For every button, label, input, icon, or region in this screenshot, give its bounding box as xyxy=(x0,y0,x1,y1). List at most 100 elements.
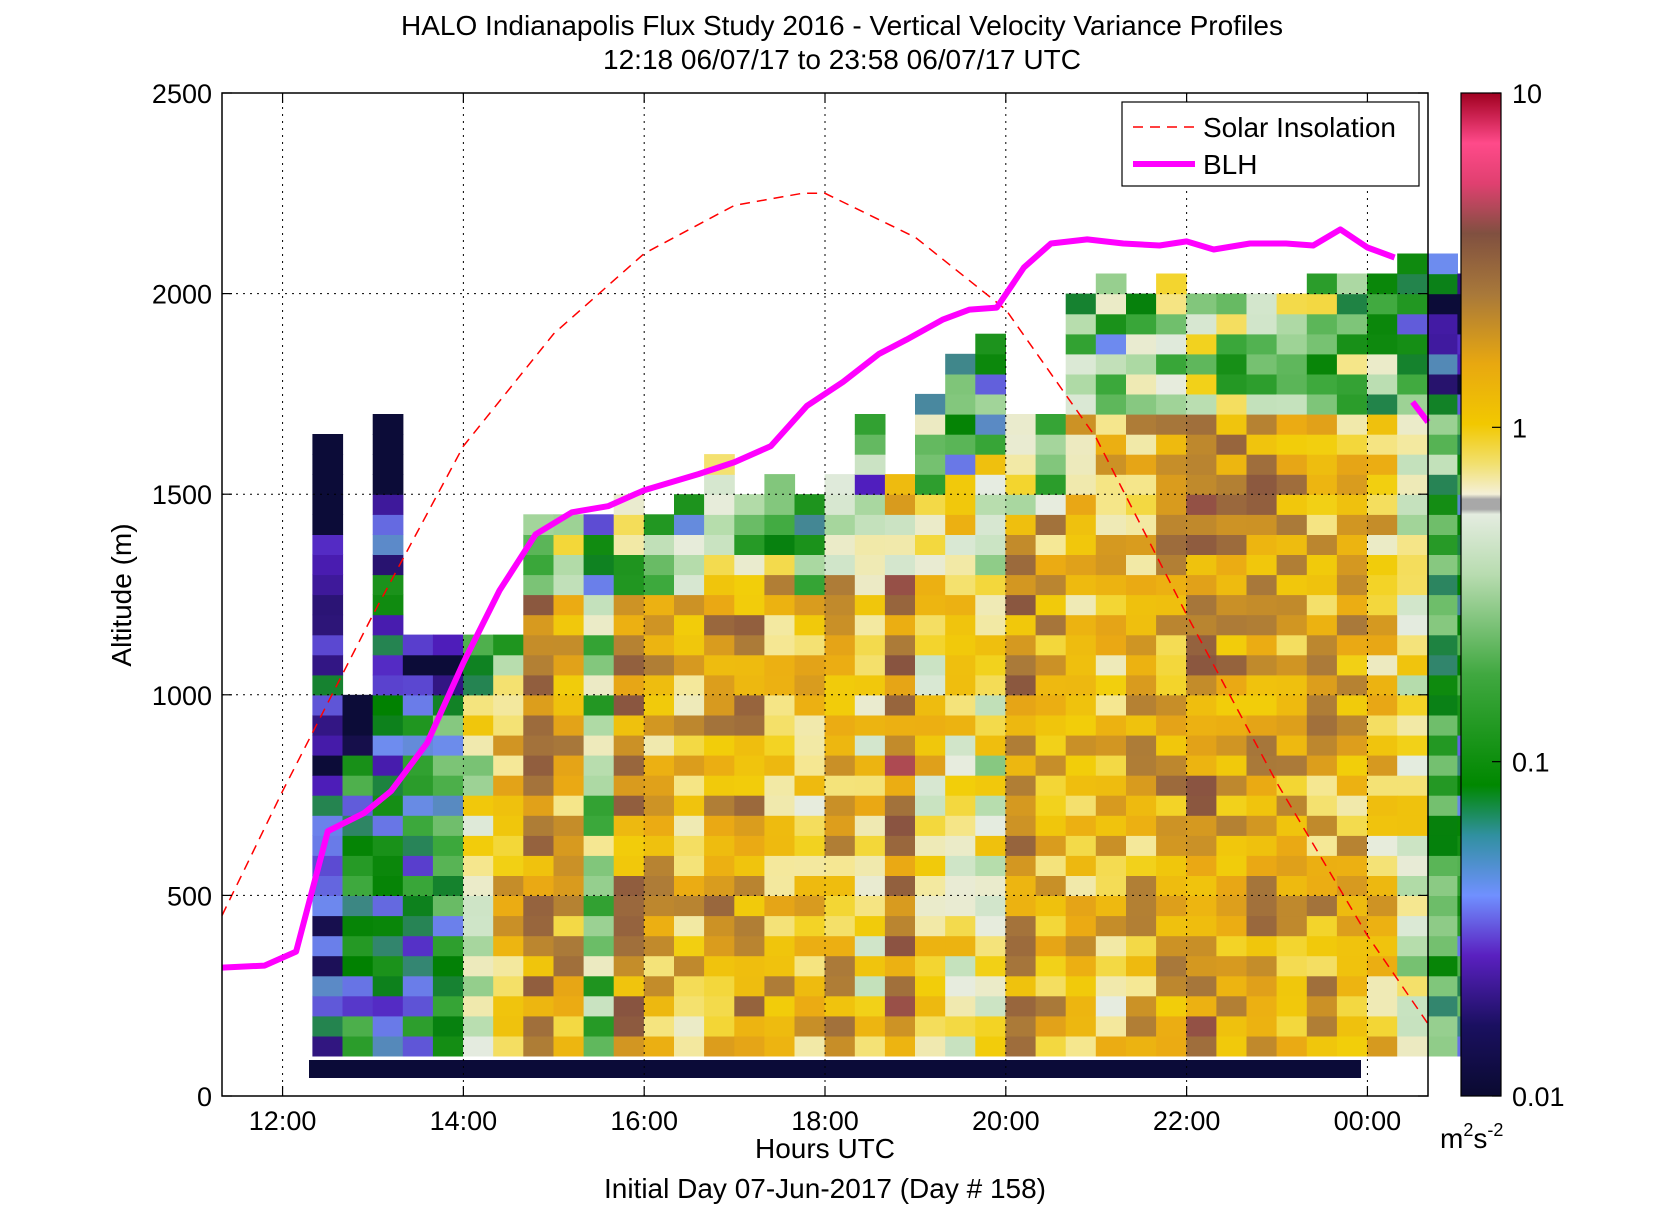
heatmap-cell xyxy=(975,1015,1006,1037)
heatmap-cell xyxy=(884,755,916,776)
heatmap-cell xyxy=(1216,734,1248,756)
heatmap-cell xyxy=(1246,393,1278,415)
heatmap-cell xyxy=(1156,373,1187,395)
colorbar-tick-label: 10 xyxy=(1512,79,1542,109)
heatmap-cell xyxy=(1065,454,1097,475)
heatmap-cell xyxy=(884,654,916,676)
heatmap-cell xyxy=(704,815,735,836)
x-tick-label: 12:00 xyxy=(249,1106,317,1136)
heatmap-cell xyxy=(493,775,524,796)
heatmap-cell xyxy=(1336,273,1368,295)
heatmap-cell xyxy=(1216,835,1248,856)
heatmap-cell xyxy=(523,654,554,676)
heatmap-cell xyxy=(342,1035,374,1057)
heatmap-cell xyxy=(553,554,585,576)
heatmap-cell xyxy=(1095,293,1127,315)
heatmap-cell xyxy=(523,995,554,1017)
heatmap-cell xyxy=(1336,554,1368,576)
heatmap-cell xyxy=(312,494,344,515)
heatmap-cell xyxy=(915,835,946,856)
heatmap-cell xyxy=(674,995,705,1017)
heatmap-cell xyxy=(1065,1035,1097,1057)
heatmap-cell xyxy=(975,755,1006,776)
chart-title: HALO Indianapolis Flux Study 2016 - Vert… xyxy=(401,10,1283,41)
heatmap-cell xyxy=(915,855,946,876)
heatmap-cell xyxy=(1186,815,1217,836)
heatmap-cell xyxy=(884,714,916,736)
heatmap-cell xyxy=(734,714,765,736)
heatmap-cell xyxy=(1427,674,1458,696)
heatmap-cell xyxy=(342,895,374,917)
heatmap-cell xyxy=(1367,634,1398,656)
heatmap-cell xyxy=(1427,1035,1458,1057)
chart-subtitle: 12:18 06/07/17 to 23:58 06/07/17 UTC xyxy=(603,44,1081,75)
heatmap-cell xyxy=(1186,514,1217,535)
heatmap-cell xyxy=(1276,534,1308,555)
heatmap-cell xyxy=(643,534,675,555)
heatmap-cell xyxy=(1095,514,1127,535)
heatmap-cell xyxy=(523,694,554,716)
heatmap-cell xyxy=(1367,554,1398,576)
heatmap-cell xyxy=(1005,1015,1037,1037)
heatmap-cell xyxy=(1156,594,1187,616)
heatmap-cell xyxy=(854,755,886,776)
heatmap-cell xyxy=(463,714,494,736)
heatmap-cell xyxy=(432,755,464,776)
heatmap-cell xyxy=(1095,895,1127,917)
heatmap-cell xyxy=(1336,955,1368,977)
heatmap-cell xyxy=(764,915,796,937)
heatmap-cell xyxy=(704,1015,735,1037)
heatmap-cell xyxy=(342,875,374,896)
heatmap-cell xyxy=(1367,414,1398,435)
heatmap-cell xyxy=(1095,273,1127,295)
heatmap-cell xyxy=(1276,995,1308,1017)
heatmap-cell xyxy=(674,955,705,977)
heatmap-cell xyxy=(1306,1035,1338,1057)
heatmap-cell xyxy=(1427,975,1458,997)
heatmap-cell xyxy=(523,815,554,836)
heatmap-cell xyxy=(1427,1015,1458,1037)
heatmap-cell xyxy=(1427,273,1458,295)
heatmap-cell xyxy=(1276,1035,1308,1057)
heatmap-cell xyxy=(1186,875,1217,896)
heatmap-cell xyxy=(1276,674,1308,696)
heatmap-cell xyxy=(884,935,916,957)
heatmap-cell xyxy=(1306,273,1338,295)
colorbar-tick-label: 0.1 xyxy=(1512,748,1550,778)
heatmap-cell xyxy=(824,474,856,495)
heatmap-cell xyxy=(523,714,554,736)
heatmap-cell xyxy=(1035,474,1067,495)
heatmap-cell xyxy=(915,454,946,475)
heatmap-cell xyxy=(884,835,916,856)
heatmap-cell xyxy=(1276,373,1308,395)
heatmap-cell xyxy=(643,574,675,596)
heatmap-cell xyxy=(553,1015,585,1037)
heatmap-cell xyxy=(674,895,705,917)
heatmap-cell xyxy=(493,935,524,957)
heatmap-cell xyxy=(1065,393,1097,415)
heatmap-cell xyxy=(1367,574,1398,596)
heatmap-cell xyxy=(463,955,494,977)
heatmap-cell xyxy=(553,694,585,716)
heatmap-cell xyxy=(1306,414,1338,435)
heatmap-cell xyxy=(1246,995,1278,1017)
heatmap-cell xyxy=(1095,373,1127,395)
heatmap-cell xyxy=(643,955,675,977)
heatmap-cell xyxy=(975,935,1006,957)
heatmap-cell xyxy=(1065,955,1097,977)
heatmap-cell xyxy=(493,755,524,776)
heatmap-cell xyxy=(1306,554,1338,576)
heatmap-cell xyxy=(1276,434,1308,455)
heatmap-cell xyxy=(1126,614,1157,636)
heatmap-cell xyxy=(794,734,826,756)
heatmap-cell xyxy=(613,714,645,736)
heatmap-cell xyxy=(1126,514,1157,535)
heatmap-cell xyxy=(1397,955,1428,977)
heatmap-cell xyxy=(372,654,404,676)
heatmap-cell xyxy=(342,855,374,876)
heatmap-cell xyxy=(674,875,705,896)
heatmap-cell xyxy=(1156,1015,1187,1037)
heatmap-cell xyxy=(1246,755,1278,776)
heatmap-cell xyxy=(342,734,374,756)
heatmap-cell xyxy=(1306,333,1338,355)
